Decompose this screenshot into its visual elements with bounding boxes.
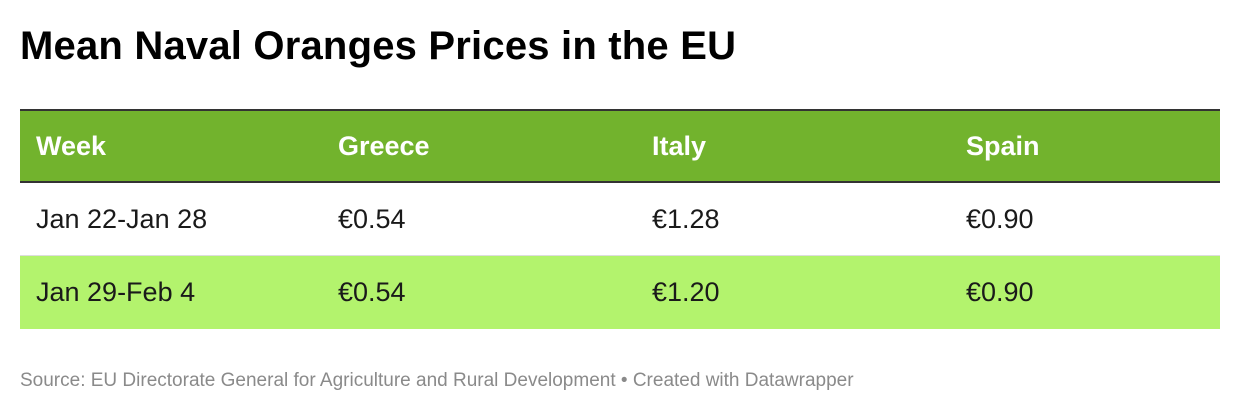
table-cell-italy: €1.28 bbox=[652, 203, 720, 234]
table-row: Jan 22-Jan 28 €0.54 €1.28 €0.90 bbox=[20, 183, 1220, 256]
table-cell-greece: €0.54 bbox=[338, 277, 406, 307]
table-cell-week: Jan 22-Jan 28 bbox=[36, 203, 208, 234]
column-header-week[interactable]: Week bbox=[36, 130, 107, 161]
table-cell-spain: €0.90 bbox=[966, 277, 1034, 307]
table-cell-greece: €0.54 bbox=[338, 203, 406, 234]
column-header-spain[interactable]: Spain bbox=[966, 130, 1040, 161]
price-table: Week Greece Italy Spain Jan 22-Jan 28 €0… bbox=[20, 109, 1220, 329]
table-row: Jan 29-Feb 4 €0.54 €1.20 €0.90 bbox=[20, 256, 1220, 329]
source-footnote: Source: EU Directorate General for Agric… bbox=[20, 370, 854, 391]
table-cell-spain: €0.90 bbox=[966, 203, 1034, 234]
column-header-italy[interactable]: Italy bbox=[652, 130, 707, 161]
table-cell-week: Jan 29-Feb 4 bbox=[36, 277, 196, 307]
table-cell-italy: €1.20 bbox=[652, 277, 720, 307]
column-header-greece[interactable]: Greece bbox=[338, 130, 430, 161]
table-header-row: Week Greece Italy Spain bbox=[20, 111, 1220, 183]
chart-title: Mean Naval Oranges Prices in the EU bbox=[20, 24, 737, 68]
